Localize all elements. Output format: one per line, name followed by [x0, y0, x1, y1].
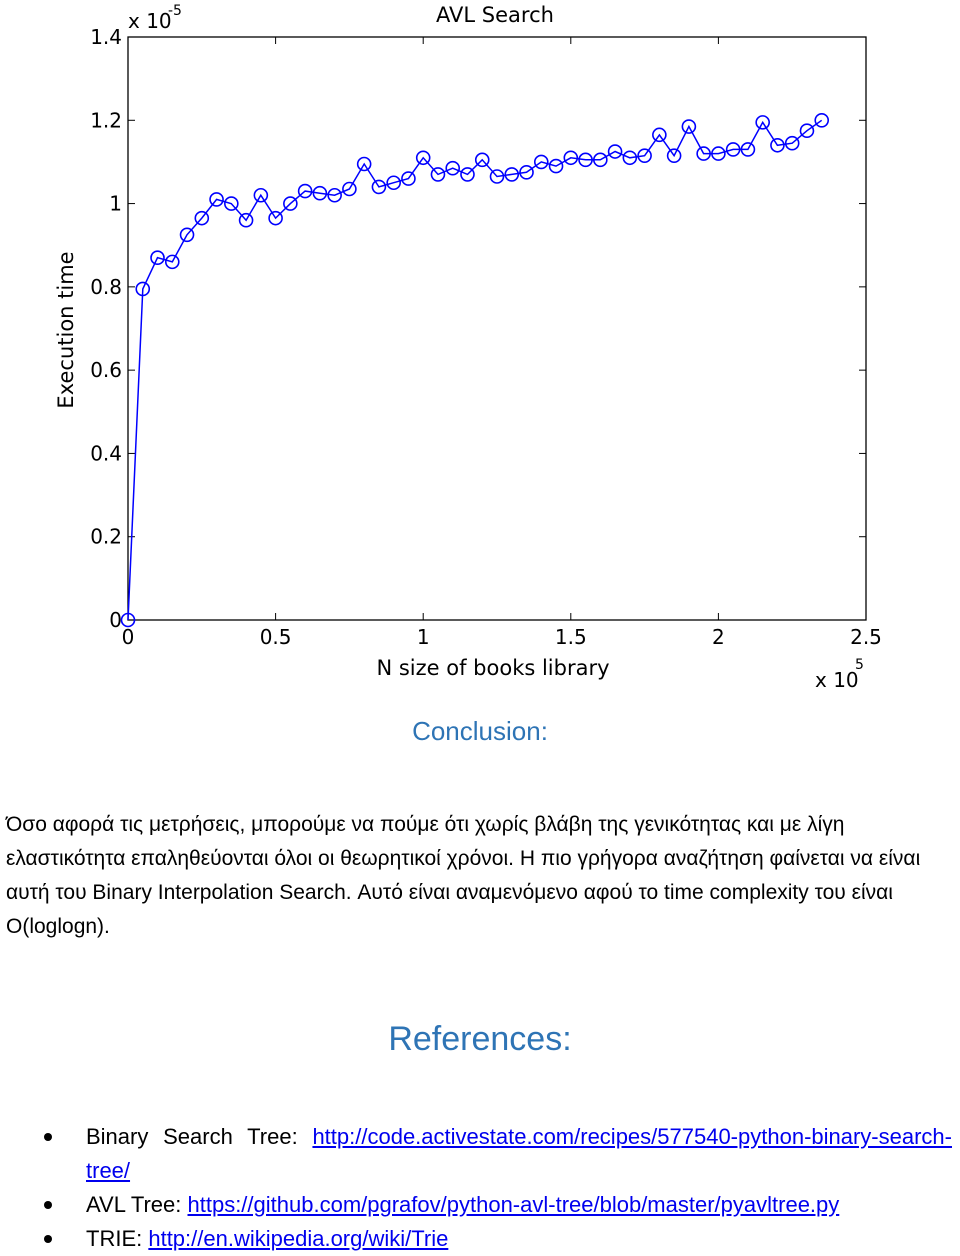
y-tick-label: 1	[109, 192, 122, 216]
data-point	[327, 187, 342, 203]
conclusion-paragraph: Όσο αφορά τις μετρήσεις, μπορούμε να πού…	[6, 813, 921, 938]
svg-text:x 10: x 10	[128, 9, 172, 33]
data-point	[150, 250, 165, 266]
data-point	[622, 150, 638, 166]
data-point	[268, 210, 283, 226]
references-heading: References:	[388, 1020, 572, 1058]
data-point	[415, 150, 431, 166]
y-tick-label: 0.6	[90, 358, 122, 382]
data-point	[666, 148, 682, 163]
data-point	[637, 148, 652, 163]
avl-search-chart: AVL Search Execution time N size of book…	[54, 3, 882, 692]
references-list: Binary Search Tree: http://code.activest…	[0, 1120, 960, 1256]
reference-item-bst: Binary Search Tree: http://code.activest…	[0, 1120, 960, 1188]
data-point	[120, 612, 136, 628]
data-point	[504, 167, 520, 182]
data-point	[652, 127, 667, 143]
conclusion-heading: Conclusion:	[412, 716, 548, 746]
y-tick-label: 1.2	[90, 108, 122, 132]
reference-link-bst[interactable]: http://code.activestate.com/recipes/5775…	[86, 1124, 952, 1183]
data-point	[799, 123, 815, 138]
data-point	[356, 156, 372, 172]
x-tick-label: 0	[122, 625, 135, 649]
data-point	[784, 135, 800, 151]
x-tick-label: 0.5	[260, 625, 292, 649]
data-point	[312, 185, 328, 201]
reference-link-avl[interactable]: https://github.com/pgrafov/python-avl-tr…	[187, 1192, 840, 1217]
x-tick-label: 2.5	[850, 625, 882, 649]
y-tick-label: 0.4	[90, 441, 122, 465]
series-line	[120, 112, 830, 628]
chart-title: AVL Search	[436, 3, 554, 27]
data-point	[489, 169, 505, 184]
svg-text:-5: -5	[168, 3, 182, 19]
data-point	[253, 187, 269, 203]
data-point	[194, 210, 210, 226]
data-point	[386, 175, 401, 191]
reference-label: Binary Search Tree:	[86, 1124, 313, 1149]
data-point	[179, 227, 195, 243]
reference-link-trie[interactable]: http://en.wikipedia.org/wiki/Trie	[148, 1226, 449, 1251]
y-axis-label: Execution time	[54, 251, 78, 408]
data-point	[607, 144, 623, 159]
data-point	[460, 167, 475, 182]
reference-item-trie: TRIE: http://en.wikipedia.org/wiki/Trie	[0, 1222, 960, 1256]
x-axis-label: N size of books library	[376, 656, 609, 680]
data-point	[430, 167, 446, 182]
y-tick-label: 1.4	[90, 25, 122, 49]
reference-item-avl: AVL Tree: https://github.com/pgrafov/pyt…	[0, 1188, 960, 1222]
data-point	[814, 112, 830, 128]
data-point	[238, 212, 254, 228]
x-tick-label: 2	[712, 625, 725, 649]
x-tick-label: 1	[417, 625, 430, 649]
data-point	[725, 142, 741, 157]
y-multiplier: x 10 -5	[128, 3, 182, 33]
data-point	[755, 115, 770, 130]
bullet-icon	[44, 1133, 52, 1141]
series-polyline	[127, 119, 823, 621]
x-multiplier: x 10 5	[815, 657, 864, 692]
bullet-icon	[44, 1235, 52, 1243]
data-point	[740, 142, 756, 157]
axis-ticks: 0 0.5 1 1.5 2 2.5 0 0.2 0.4 0.6 0.8 1 1.2 1.4	[90, 25, 882, 649]
data-point	[563, 150, 579, 166]
data-point	[548, 158, 564, 174]
data-point	[342, 181, 357, 197]
svg-text:x 10: x 10	[815, 668, 859, 692]
data-point	[593, 152, 608, 168]
bullet-icon	[44, 1201, 52, 1209]
data-point	[283, 196, 298, 211]
data-point	[474, 152, 490, 168]
x-tick-label: 1.5	[555, 625, 587, 649]
data-point	[135, 281, 151, 297]
data-point	[401, 171, 416, 186]
data-point	[681, 119, 697, 134]
data-point	[711, 146, 726, 161]
data-point	[578, 152, 593, 168]
svg-text:5: 5	[855, 657, 864, 673]
data-point	[371, 179, 387, 195]
data-point	[164, 254, 180, 270]
data-point	[445, 160, 461, 176]
y-tick-label: 0.2	[90, 525, 122, 549]
reference-label: TRIE:	[86, 1226, 149, 1251]
data-point	[770, 137, 785, 153]
reference-label: AVL Tree:	[86, 1192, 188, 1217]
data-point	[209, 192, 224, 207]
data-point	[297, 183, 313, 199]
y-tick-label: 0.8	[90, 275, 122, 299]
y-tick-label: 0	[109, 608, 122, 632]
data-point	[224, 196, 239, 211]
plot-frame	[127, 36, 867, 621]
data-point	[696, 146, 711, 161]
data-point	[533, 154, 549, 170]
plot-area	[127, 36, 867, 621]
data-point	[519, 165, 534, 180]
